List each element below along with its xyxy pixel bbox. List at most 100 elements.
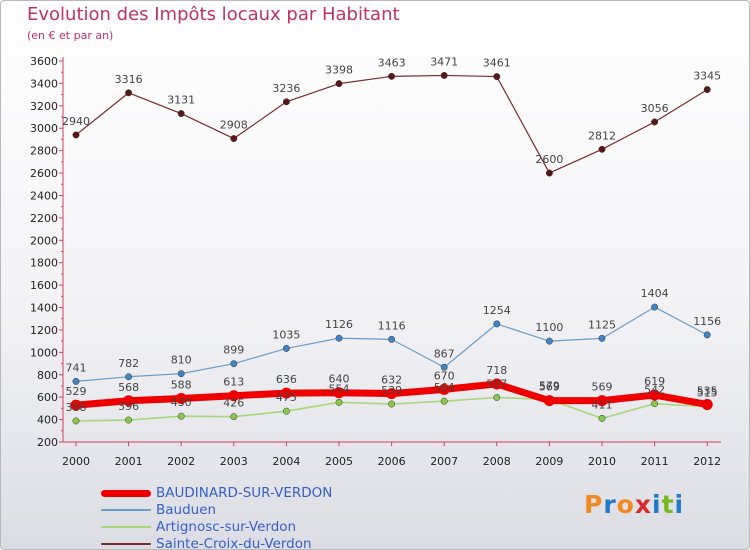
series-line xyxy=(75,74,708,174)
data-point xyxy=(388,72,396,80)
data-point xyxy=(388,400,396,408)
data-point xyxy=(543,395,555,407)
data-label: 3236 xyxy=(272,82,300,95)
data-point xyxy=(491,378,503,390)
data-point xyxy=(333,387,345,399)
y-tick-label: 1200 xyxy=(30,324,58,337)
data-label: 741 xyxy=(66,361,87,374)
data-label: 539 xyxy=(381,384,402,397)
data-label: 3463 xyxy=(378,56,406,69)
x-tick-label: 2009 xyxy=(535,455,563,468)
x-tick-label: 2007 xyxy=(430,455,458,468)
y-tick-label: 1600 xyxy=(30,279,58,292)
x-tick-label: 2002 xyxy=(167,455,195,468)
data-label: 2812 xyxy=(588,129,616,142)
y-tick-label: 400 xyxy=(37,414,58,427)
data-point xyxy=(440,363,448,371)
x-tick-label: 2008 xyxy=(483,455,511,468)
data-label: 597 xyxy=(486,378,507,391)
data-label: 529 xyxy=(66,385,87,398)
data-point xyxy=(72,377,80,385)
data-label: 810 xyxy=(171,354,192,367)
data-point xyxy=(388,335,396,343)
data-label: 1125 xyxy=(588,318,616,331)
data-label: 475 xyxy=(276,391,297,404)
data-label: 569 xyxy=(592,381,613,394)
logo-letter: o xyxy=(616,490,635,519)
data-point xyxy=(72,417,80,425)
y-tick-label: 1800 xyxy=(30,257,58,270)
data-label: 554 xyxy=(329,382,350,395)
data-point xyxy=(280,387,292,399)
data-point xyxy=(335,80,343,88)
y-tick-label: 3600 xyxy=(30,55,58,68)
y-tick-label: 2000 xyxy=(30,234,58,247)
line-chart: 200 400 600 800 1000 1200 1400 1600 1800 2000 2200… xyxy=(30,55,721,468)
y-tick-label: 800 xyxy=(37,369,58,382)
data-point xyxy=(703,86,711,94)
y-tick-label: 3000 xyxy=(30,122,58,135)
data-label: 1156 xyxy=(693,315,721,328)
data-label: 670 xyxy=(434,369,455,382)
data-point xyxy=(177,110,185,118)
data-point xyxy=(177,370,185,378)
y-tick-label: 3400 xyxy=(30,77,58,90)
y-tick-label: 1000 xyxy=(30,346,58,359)
legend-label: Artignosc-sur-Verdon xyxy=(156,519,297,535)
x-tick-label: 2001 xyxy=(115,455,143,468)
data-point xyxy=(125,373,133,381)
x-tick-label: 2003 xyxy=(220,455,248,468)
data-point xyxy=(598,145,606,153)
data-point xyxy=(70,399,82,411)
data-point xyxy=(228,390,240,402)
data-label: 3471 xyxy=(430,55,458,68)
data-point xyxy=(651,303,659,311)
data-label: 411 xyxy=(592,398,613,411)
data-point xyxy=(598,334,606,342)
data-label: 1254 xyxy=(483,304,511,317)
data-point xyxy=(493,73,501,81)
data-label: 564 xyxy=(434,381,455,394)
legend-label: Bauduen xyxy=(156,502,217,518)
data-label: 1404 xyxy=(641,287,669,300)
data-label: 515 xyxy=(697,387,718,400)
data-label: 1116 xyxy=(378,319,406,332)
y-tick-label: 2200 xyxy=(30,212,58,225)
data-point xyxy=(651,118,659,126)
data-label: 899 xyxy=(223,344,244,357)
data-point xyxy=(177,412,185,420)
logo-letter: r xyxy=(603,490,617,519)
x-tick-label: 2004 xyxy=(272,455,300,468)
data-point xyxy=(386,388,398,400)
data-point xyxy=(282,407,290,415)
data-label: 1126 xyxy=(325,318,353,331)
data-label: 388 xyxy=(66,401,87,414)
data-point xyxy=(125,89,133,97)
legend: BAUDINARD-SUR-VERDON Bauduen Artignosc-sur… xyxy=(101,485,421,549)
data-label: 579 xyxy=(539,380,560,393)
data-label: 1100 xyxy=(535,321,563,334)
data-label: 2908 xyxy=(220,119,248,132)
data-label: 640 xyxy=(329,373,350,386)
data-point xyxy=(175,393,187,405)
y-tick-label: 3200 xyxy=(30,100,58,113)
data-label: 619 xyxy=(644,375,665,388)
legend-item: BAUDINARD-SUR-VERDON xyxy=(101,485,421,502)
logo-letter: i xyxy=(674,490,685,519)
x-tick-label: 2005 xyxy=(325,455,353,468)
data-label: 588 xyxy=(171,379,192,392)
data-label: 3345 xyxy=(693,70,721,83)
x-tick-label: 2000 xyxy=(62,455,90,468)
data-label: 569 xyxy=(539,381,560,394)
legend-item: Artignosc-sur-Verdon xyxy=(101,519,421,536)
y-tick-label: 200 xyxy=(37,436,58,449)
legend-swatch xyxy=(101,489,151,497)
legend-swatch xyxy=(101,543,151,545)
y-tick-label: 2800 xyxy=(30,145,58,158)
y-tick-label: 600 xyxy=(37,391,58,404)
data-label: 782 xyxy=(118,357,139,370)
data-label: 718 xyxy=(486,364,507,377)
data-point xyxy=(282,344,290,352)
data-point xyxy=(545,337,553,345)
data-point xyxy=(493,320,501,328)
